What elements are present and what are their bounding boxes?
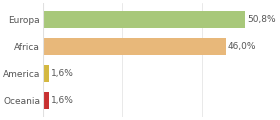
Text: 50,8%: 50,8%: [247, 15, 276, 24]
Bar: [43, 65, 49, 82]
Bar: [43, 11, 245, 28]
Text: 1,6%: 1,6%: [51, 69, 74, 78]
Bar: [43, 38, 226, 55]
Text: 46,0%: 46,0%: [228, 42, 256, 51]
Bar: [43, 92, 49, 109]
Text: 1,6%: 1,6%: [51, 96, 74, 105]
